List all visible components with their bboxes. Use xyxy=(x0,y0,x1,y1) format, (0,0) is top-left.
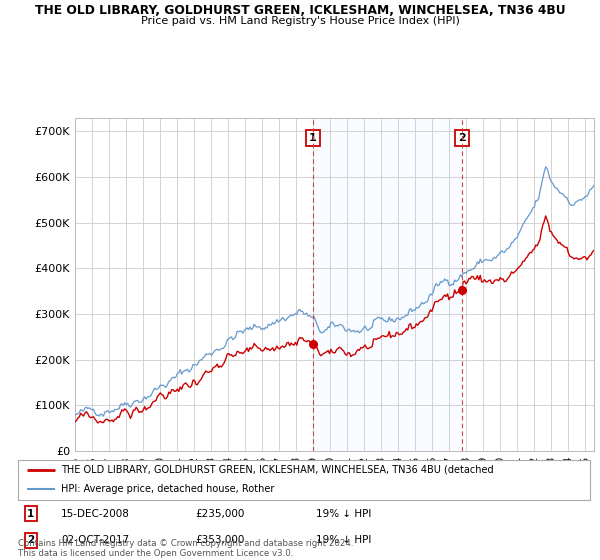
Text: Contains HM Land Registry data © Crown copyright and database right 2024.
This d: Contains HM Land Registry data © Crown c… xyxy=(18,539,353,558)
Text: £353,000: £353,000 xyxy=(196,535,245,545)
Text: £235,000: £235,000 xyxy=(196,508,245,519)
Text: 1: 1 xyxy=(308,133,316,143)
Text: 15-DEC-2008: 15-DEC-2008 xyxy=(61,508,130,519)
Text: 02-OCT-2017: 02-OCT-2017 xyxy=(61,535,129,545)
Text: 1: 1 xyxy=(27,508,34,519)
Text: THE OLD LIBRARY, GOLDHURST GREEN, ICKLESHAM, WINCHELSEA, TN36 4BU: THE OLD LIBRARY, GOLDHURST GREEN, ICKLES… xyxy=(35,4,565,17)
Text: 2: 2 xyxy=(458,133,466,143)
Bar xyxy=(313,118,462,451)
Text: HPI: Average price, detached house, Rother: HPI: Average price, detached house, Roth… xyxy=(61,484,274,494)
Text: Price paid vs. HM Land Registry's House Price Index (HPI): Price paid vs. HM Land Registry's House … xyxy=(140,16,460,26)
Text: THE OLD LIBRARY, GOLDHURST GREEN, ICKLESHAM, WINCHELSEA, TN36 4BU (detached: THE OLD LIBRARY, GOLDHURST GREEN, ICKLES… xyxy=(61,465,494,475)
Text: 19% ↓ HPI: 19% ↓ HPI xyxy=(316,508,371,519)
FancyBboxPatch shape xyxy=(18,460,590,501)
Text: 2: 2 xyxy=(27,535,34,545)
Text: 19% ↓ HPI: 19% ↓ HPI xyxy=(316,535,371,545)
